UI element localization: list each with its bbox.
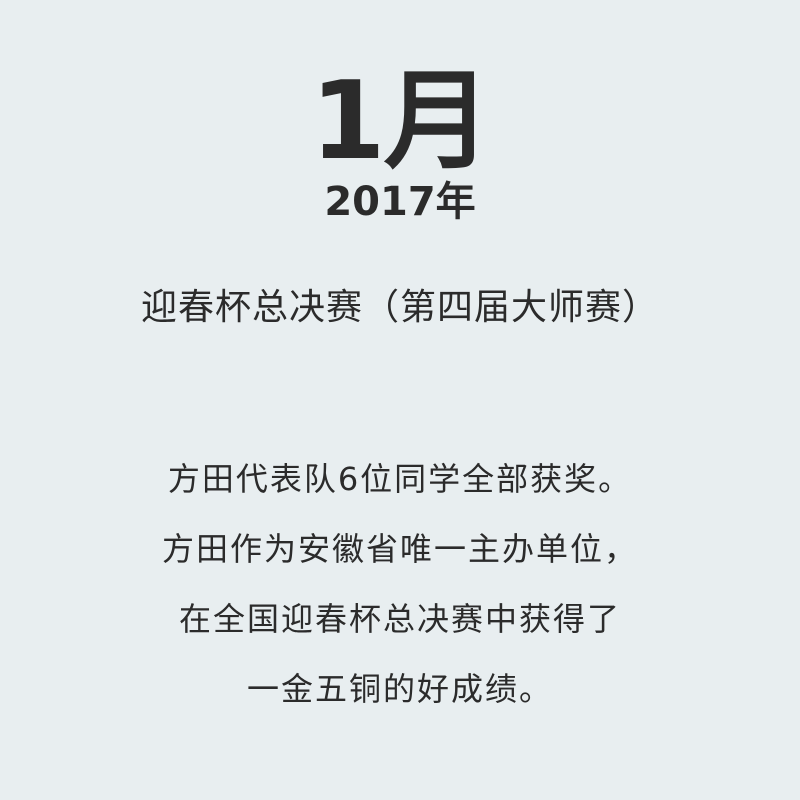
year-heading: 2017年: [324, 179, 476, 225]
description-line: 在全国迎春杯总决赛中获得了: [178, 600, 621, 638]
description-block: 方田代表队6位同学全部获奖。 方田作为安徽省唯一主办单位， 在全国迎春杯总决赛中…: [0, 444, 800, 724]
month-heading: 1月: [310, 59, 491, 184]
description-line: 一金五铜的好成绩。: [246, 670, 553, 708]
description-line: 方田作为安徽省唯一主办单位，: [161, 530, 638, 568]
description-line: 方田代表队6位同学全部获奖。: [167, 460, 633, 498]
event-title: 迎春杯总决赛（第四届大师赛）: [140, 287, 659, 328]
